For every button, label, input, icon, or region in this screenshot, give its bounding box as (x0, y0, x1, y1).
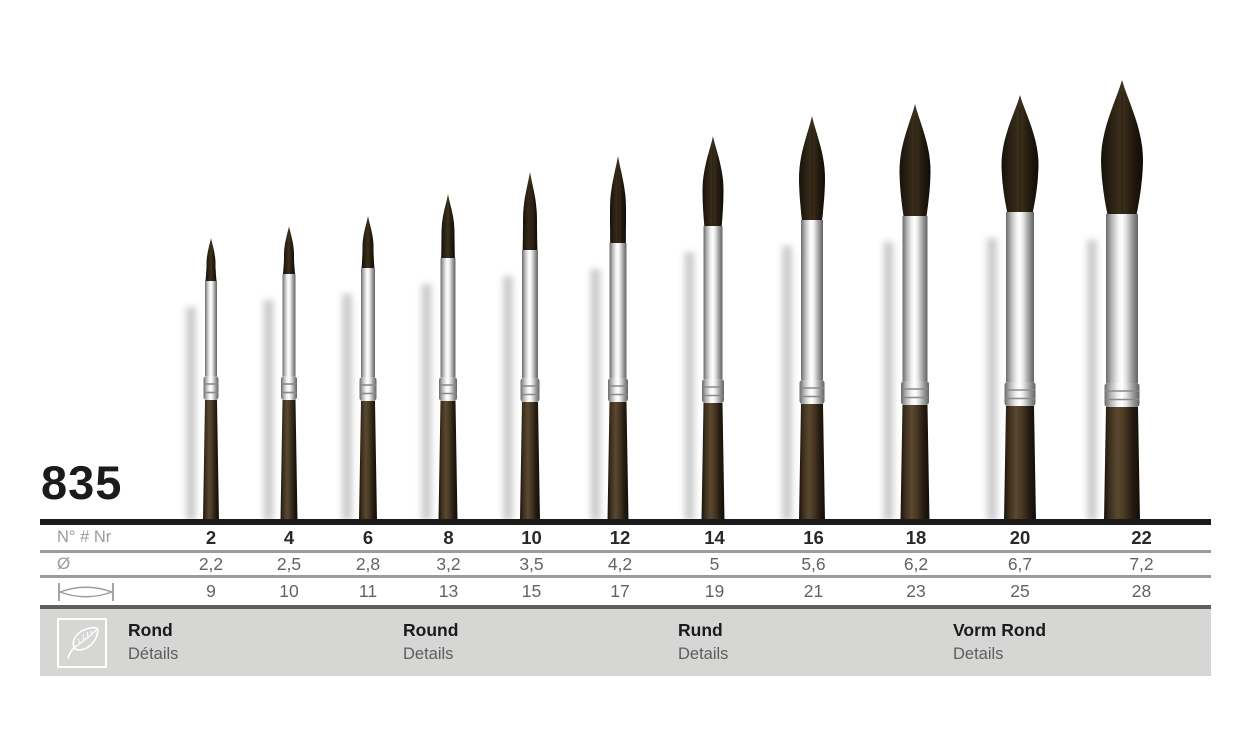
size-cell: 14 (704, 526, 725, 548)
table-divider (40, 550, 1211, 553)
diameter-cell: 5 (709, 553, 720, 574)
diameter-cell: 3,5 (519, 553, 544, 574)
brush-size-10 (503, 172, 540, 521)
diameter-cell: 7,2 (1129, 553, 1154, 574)
brush-size-16 (782, 116, 825, 521)
footer-lang-de: Rund Details (678, 620, 728, 663)
brush-size-8 (421, 194, 458, 521)
size-table: N° # Nr 2 4 6 8 10 12 14 16 18 20 22 Ø 2… (40, 519, 1211, 609)
length-cell: 15 (521, 581, 542, 601)
category-bar: Rond Détails Round Details Rund Details … (40, 609, 1211, 676)
hair-length-icon (40, 580, 172, 604)
length-cell: 19 (704, 581, 725, 601)
diameter-cell: 2,5 (276, 553, 302, 574)
shape-name: Rond (128, 620, 173, 640)
length-cell: 23 (906, 581, 926, 601)
shape-details: Details (953, 645, 1004, 663)
size-cell: 16 (803, 526, 824, 548)
brush-size-6 (342, 216, 377, 521)
shape-details: Details (403, 645, 454, 663)
length-cell: 10 (279, 581, 299, 601)
shape-name: Round (403, 620, 459, 640)
shape-details: Détails (128, 645, 179, 663)
length-cell: 9 (206, 581, 216, 601)
shape-name: Vorm Rond (953, 620, 1047, 640)
size-cell: 12 (609, 526, 631, 548)
leaf-icon (57, 618, 107, 668)
diameter-cell: 2,8 (355, 553, 381, 574)
size-cell: 4 (283, 526, 295, 548)
brush-size-20 (987, 95, 1039, 521)
brush-size-22 (1087, 80, 1143, 521)
diameter-cell: 6,2 (903, 553, 929, 574)
size-cell: 6 (362, 526, 374, 548)
size-cell: 10 (521, 526, 542, 548)
size-cell: 20 (1009, 526, 1031, 548)
diameter-cell: 3,2 (436, 553, 461, 574)
footer-lang-en: Round Details (403, 620, 458, 663)
brush-size-18 (883, 104, 931, 521)
brush-size-4 (263, 226, 298, 521)
shape-details: Details (678, 645, 729, 663)
size-cell: 8 (443, 526, 454, 548)
footer-lang-nl: Vorm Rond Details (953, 620, 1046, 663)
length-cell: 17 (610, 581, 630, 601)
brush-size-2 (186, 238, 219, 521)
brush-size-12 (590, 156, 629, 521)
length-cell: 28 (1131, 581, 1152, 601)
length-cell: 25 (1010, 581, 1030, 601)
diameter-cell: 4,2 (607, 553, 633, 574)
length-cell: 13 (438, 581, 459, 601)
diameter-cell: 5,6 (801, 553, 826, 574)
table-row-sizes: N° # Nr 2 4 6 8 10 12 14 16 18 20 22 (40, 525, 1211, 550)
size-cell: 18 (905, 526, 927, 548)
table-divider (40, 575, 1211, 578)
shape-name: Rund (678, 620, 723, 640)
footer-lang-fr: Rond Détails (128, 620, 178, 663)
size-cell: 2 (205, 526, 217, 548)
brush-size-14 (684, 136, 725, 521)
length-cell: 21 (803, 581, 824, 601)
table-top-border (40, 519, 1211, 525)
diameter-cell: 2,2 (198, 553, 224, 574)
diameter-cell: 6,7 (1007, 553, 1033, 574)
brush-lineup-photo (186, 80, 1143, 521)
diameter-symbol: Ø (57, 554, 71, 573)
length-cell: 11 (358, 581, 378, 601)
table-bottom-border (40, 605, 1211, 609)
table-row-diameter: Ø 2,2 2,5 2,8 3,2 3,5 4,2 5 5,6 6,2 6,7 … (40, 553, 1211, 575)
size-cell: 22 (1131, 526, 1152, 548)
row-header-number: N° # Nr (57, 528, 112, 546)
table-row-hair-length: 9 10 11 13 15 17 19 21 23 25 28 (40, 578, 1211, 605)
product-model: 835 (41, 456, 123, 509)
